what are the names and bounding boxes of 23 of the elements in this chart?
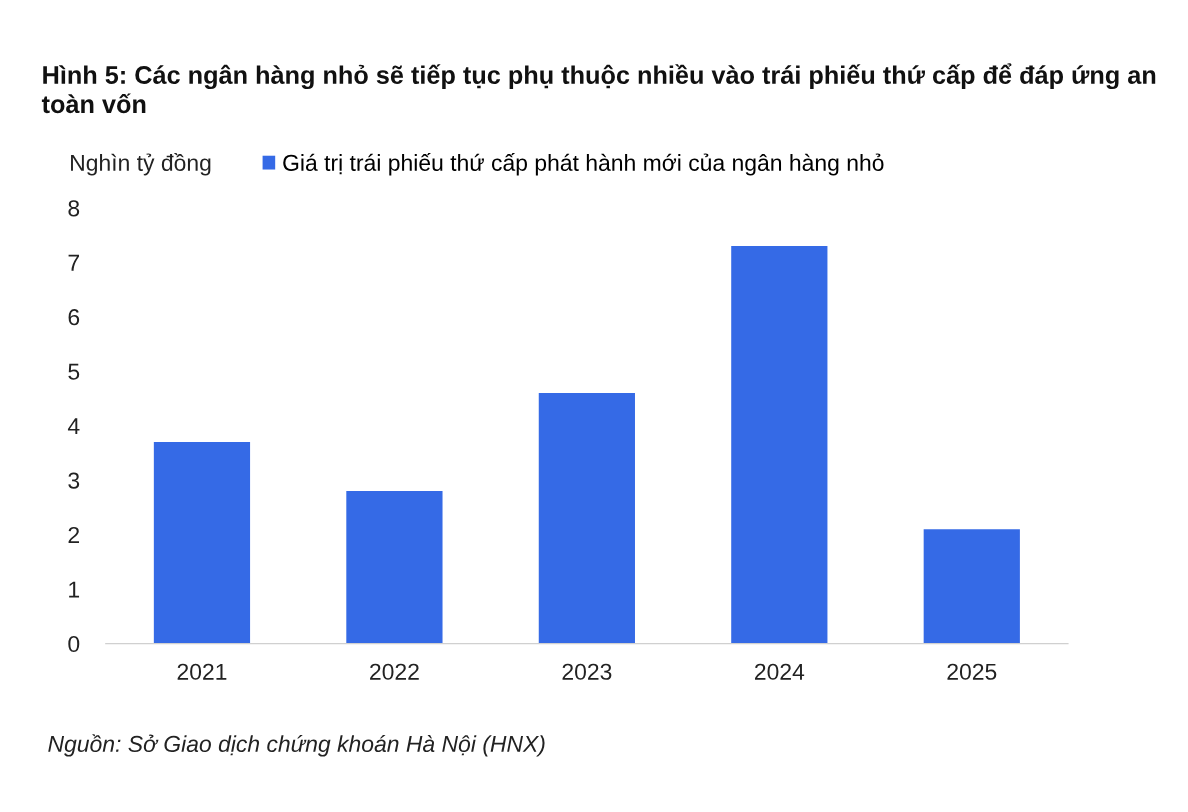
legend-label: Giá trị trái phiếu thứ cấp phát hành mới của ngân hàng nhỏ — [283, 153, 884, 176]
y-tick-label: 8 — [68, 200, 80, 217]
bar — [538, 393, 635, 644]
bar — [923, 529, 1020, 644]
y-axis-title: Nghìn tỷ đồng — [71, 153, 211, 176]
x-tick-label: 2022 — [370, 663, 419, 680]
y-tick-label: 0 — [68, 635, 80, 653]
bar — [731, 246, 828, 644]
x-tick-label: 2023 — [562, 663, 612, 680]
x-tick-label: 2025 — [947, 663, 997, 680]
y-tick-label: 2 — [68, 526, 80, 543]
y-tick-label: 3 — [68, 472, 80, 489]
text: Nguồn: Sở Giao dịch chứng khoán Hà Nội (HNX) — [48, 734, 545, 757]
bar — [346, 491, 443, 644]
y-tick-label: 6 — [68, 309, 80, 326]
y-tick-label: 5 — [68, 363, 80, 380]
x-tick-label: 2021 — [177, 663, 227, 680]
x-tick-label: 2024 — [754, 663, 805, 680]
y-tick-label: 1 — [69, 581, 80, 598]
chart-title: Hình 5: Các ngân hàng nhỏ sẽ tiếp tục phụ thuộc nhiều vào trái phiếu thứ cấp để đáp ứng an toàn vốn — [41, 63, 1156, 114]
y-tick-label: 4 — [67, 418, 80, 435]
bar — [153, 442, 251, 644]
y-tick-label: 7 — [68, 254, 80, 271]
